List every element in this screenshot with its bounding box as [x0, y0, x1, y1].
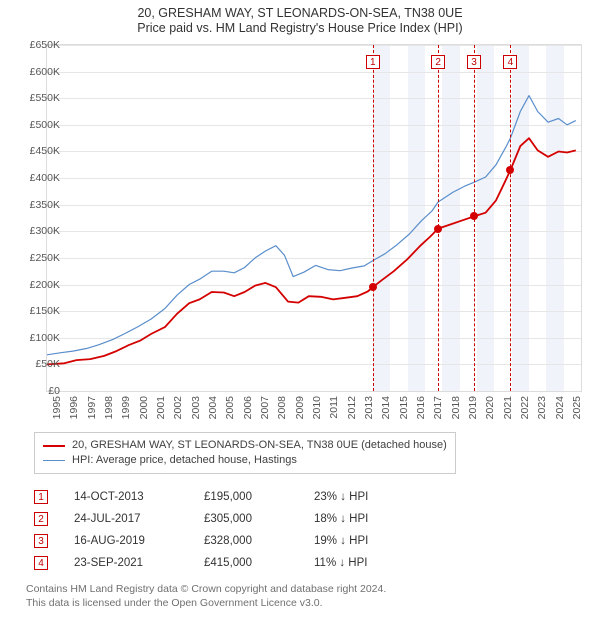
x-axis-label: 2016: [415, 396, 427, 419]
title-line-1: 20, GRESHAM WAY, ST LEONARDS-ON-SEA, TN3…: [0, 6, 600, 20]
x-axis-label: 2008: [276, 396, 288, 419]
sale-badge-icon: 3: [34, 534, 48, 548]
sale-vline: [373, 45, 374, 391]
legend-label: 20, GRESHAM WAY, ST LEONARDS-ON-SEA, TN3…: [72, 438, 447, 453]
sales-row: 1 14-OCT-2013 £195,000 23% ↓ HPI: [34, 486, 424, 508]
sale-price: £305,000: [204, 513, 314, 525]
x-axis-label: 2004: [207, 396, 219, 419]
y-axis-label: £450K: [30, 145, 60, 157]
legend-row-hpi: HPI: Average price, detached house, Hast…: [43, 453, 447, 468]
x-axis-label: 2005: [224, 396, 236, 419]
x-axis-label: 2003: [190, 396, 202, 419]
legend-swatch-price-paid: [43, 445, 65, 447]
x-axis-label: 2011: [328, 396, 340, 419]
y-axis-label: £600K: [30, 66, 60, 78]
x-axis-label: 1997: [86, 396, 98, 419]
x-axis-label: 1995: [51, 396, 63, 419]
x-axis-label: 2017: [432, 396, 444, 419]
x-axis-label: 2014: [380, 396, 392, 419]
sale-vline: [438, 45, 439, 391]
footer-attribution: Contains HM Land Registry data © Crown c…: [26, 582, 386, 610]
sales-row: 3 16-AUG-2019 £328,000 19% ↓ HPI: [34, 530, 424, 552]
x-axis-label: 2023: [536, 396, 548, 419]
y-axis-label: £550K: [30, 92, 60, 104]
chart-svg: [47, 45, 581, 391]
sale-price: £415,000: [204, 557, 314, 569]
legend-box: 20, GRESHAM WAY, ST LEONARDS-ON-SEA, TN3…: [34, 432, 456, 474]
title-line-2: Price paid vs. HM Land Registry's House …: [0, 21, 600, 35]
sale-price: £195,000: [204, 491, 314, 503]
sale-marker-dot: [470, 212, 478, 220]
sale-marker-dot: [369, 283, 377, 291]
sale-badge-icon: 1: [366, 55, 380, 69]
chart-plot-area: 1 2 3 4: [46, 44, 582, 392]
x-axis-label: 2021: [502, 396, 514, 419]
y-axis-label: £50K: [35, 358, 60, 370]
sales-row: 2 24-JUL-2017 £305,000 18% ↓ HPI: [34, 508, 424, 530]
x-axis-label: 2009: [294, 396, 306, 419]
x-axis-label: 2010: [311, 396, 323, 419]
y-axis-label: £200K: [30, 279, 60, 291]
sale-price: £328,000: [204, 535, 314, 547]
series-line: [47, 138, 576, 364]
legend-row-price-paid: 20, GRESHAM WAY, ST LEONARDS-ON-SEA, TN3…: [43, 438, 447, 453]
x-axis-label: 2024: [554, 396, 566, 419]
sale-badge-icon: 2: [431, 55, 445, 69]
x-axis-label: 2000: [138, 396, 150, 419]
sale-badge-icon: 2: [34, 512, 48, 526]
x-axis-label: 1998: [103, 396, 115, 419]
sale-date: 23-SEP-2021: [74, 557, 204, 569]
sale-diff: 11% ↓ HPI: [314, 557, 424, 569]
sale-date: 16-AUG-2019: [74, 535, 204, 547]
sales-row: 4 23-SEP-2021 £415,000 11% ↓ HPI: [34, 552, 424, 574]
y-axis-label: £400K: [30, 172, 60, 184]
x-axis-label: 2020: [484, 396, 496, 419]
y-axis-label: £350K: [30, 199, 60, 211]
x-axis-label: 2022: [519, 396, 531, 419]
x-axis-label: 2006: [242, 396, 254, 419]
footer-line-1: Contains HM Land Registry data © Crown c…: [26, 582, 386, 596]
x-axis-label: 2019: [467, 396, 479, 419]
x-axis-label: 1996: [68, 396, 80, 419]
x-axis-label: 2025: [571, 396, 583, 419]
y-axis-label: £300K: [30, 225, 60, 237]
x-axis-label: 2015: [398, 396, 410, 419]
sales-table: 1 14-OCT-2013 £195,000 23% ↓ HPI 2 24-JU…: [34, 486, 424, 574]
y-axis-label: £150K: [30, 305, 60, 317]
sale-diff: 23% ↓ HPI: [314, 491, 424, 503]
x-axis-label: 2007: [259, 396, 271, 419]
legend-swatch-hpi: [43, 460, 65, 461]
sale-badge-icon: 3: [467, 55, 481, 69]
chart-titles: 20, GRESHAM WAY, ST LEONARDS-ON-SEA, TN3…: [0, 0, 600, 35]
x-axis-label: 2013: [363, 396, 375, 419]
sale-date: 14-OCT-2013: [74, 491, 204, 503]
sale-marker-dot: [506, 166, 514, 174]
x-axis-label: 2002: [172, 396, 184, 419]
legend-label: HPI: Average price, detached house, Hast…: [72, 453, 297, 468]
x-axis-label: 2012: [346, 396, 358, 419]
sale-badge-icon: 4: [503, 55, 517, 69]
sale-diff: 19% ↓ HPI: [314, 535, 424, 547]
x-axis-label: 2018: [450, 396, 462, 419]
sale-marker-dot: [434, 225, 442, 233]
y-axis-label: £650K: [30, 39, 60, 51]
footer-line-2: This data is licensed under the Open Gov…: [26, 596, 386, 610]
series-line: [47, 96, 576, 355]
y-axis-label: £500K: [30, 119, 60, 131]
sale-badge-icon: 1: [34, 490, 48, 504]
x-axis-label: 1999: [120, 396, 132, 419]
y-axis-label: £250K: [30, 252, 60, 264]
sale-diff: 18% ↓ HPI: [314, 513, 424, 525]
sale-badge-icon: 4: [34, 556, 48, 570]
x-axis-label: 2001: [155, 396, 167, 419]
sale-date: 24-JUL-2017: [74, 513, 204, 525]
sale-vline: [510, 45, 511, 391]
y-axis-label: £100K: [30, 332, 60, 344]
